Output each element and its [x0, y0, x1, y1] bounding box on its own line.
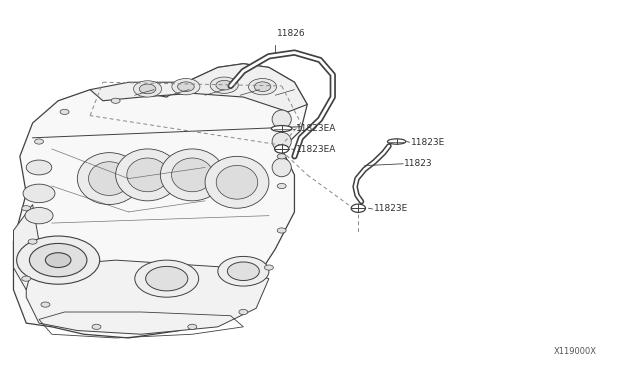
Circle shape [25, 208, 53, 224]
Polygon shape [13, 64, 307, 338]
Circle shape [172, 78, 200, 95]
Circle shape [146, 266, 188, 291]
Circle shape [351, 204, 365, 212]
Circle shape [264, 265, 273, 270]
Circle shape [111, 98, 120, 103]
Ellipse shape [272, 110, 291, 129]
Text: 11823E: 11823E [374, 205, 408, 214]
Circle shape [17, 236, 100, 284]
Circle shape [254, 82, 271, 92]
Circle shape [218, 256, 269, 286]
Circle shape [277, 183, 286, 189]
Circle shape [210, 77, 238, 93]
Circle shape [140, 84, 156, 94]
Circle shape [177, 82, 194, 92]
Ellipse shape [387, 139, 406, 144]
Ellipse shape [172, 158, 213, 192]
Circle shape [28, 165, 37, 170]
Circle shape [188, 324, 196, 330]
Polygon shape [90, 64, 307, 112]
Text: 11826: 11826 [276, 29, 305, 38]
Text: 11823EA: 11823EA [296, 124, 336, 133]
Circle shape [216, 80, 232, 90]
Circle shape [22, 276, 31, 281]
Polygon shape [13, 205, 39, 290]
Ellipse shape [116, 149, 179, 201]
Ellipse shape [205, 156, 269, 208]
Ellipse shape [127, 158, 168, 192]
Circle shape [35, 139, 44, 144]
Circle shape [227, 262, 259, 280]
Circle shape [92, 324, 101, 330]
Polygon shape [26, 260, 269, 334]
Circle shape [29, 243, 87, 277]
Circle shape [277, 154, 286, 159]
Circle shape [41, 302, 50, 307]
Ellipse shape [77, 153, 141, 205]
Text: 11823EA: 11823EA [296, 145, 336, 154]
Ellipse shape [272, 132, 291, 151]
Circle shape [275, 145, 289, 153]
Ellipse shape [271, 126, 292, 132]
Circle shape [60, 109, 69, 115]
Ellipse shape [88, 162, 130, 195]
Circle shape [248, 78, 276, 95]
Circle shape [135, 260, 198, 297]
Text: X119000X: X119000X [554, 347, 597, 356]
Circle shape [45, 253, 71, 267]
Circle shape [26, 160, 52, 175]
Ellipse shape [216, 166, 258, 199]
Ellipse shape [272, 158, 291, 177]
Ellipse shape [161, 149, 224, 201]
Circle shape [134, 81, 162, 97]
Circle shape [28, 239, 37, 244]
Circle shape [23, 184, 55, 203]
Circle shape [277, 228, 286, 233]
Text: 11823E: 11823E [411, 138, 445, 147]
Circle shape [239, 310, 248, 315]
Circle shape [22, 206, 31, 211]
Text: 11823: 11823 [404, 159, 433, 168]
